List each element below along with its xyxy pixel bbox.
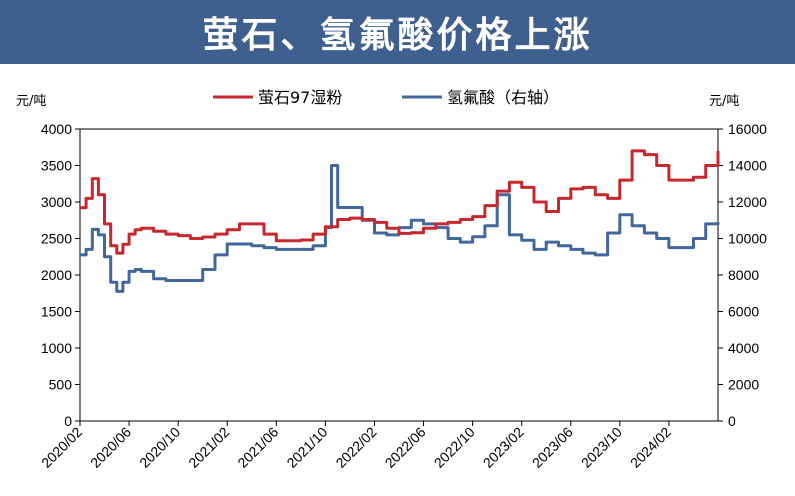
- y-right-tick-label: 16000: [728, 121, 767, 137]
- price-chart: 萤石97湿粉 氢氟酸（右轴） 元/吨 元/吨 4000 3500 3000 2500 2…: [16, 88, 767, 471]
- x-tick-label: 2020/02: [38, 424, 85, 471]
- x-tick-label: 2021/10: [283, 424, 330, 471]
- x-tick-label: 2020/10: [136, 424, 183, 471]
- page-title: 萤石、氢氟酸价格上涨: [202, 15, 593, 56]
- y-left-tick-label: 2500: [41, 231, 72, 247]
- y-right-tick-label: 6000: [728, 304, 759, 320]
- series-line-hf: [80, 164, 720, 293]
- right-axis-unit: 元/吨: [709, 94, 739, 109]
- x-tick-label: 2022/10: [431, 424, 478, 471]
- x-tick-label: 2024/02: [627, 424, 674, 471]
- y-left-tick-label: 0: [64, 413, 72, 429]
- plot-frame: [79, 128, 719, 422]
- y-right-tick-label: 0: [728, 413, 736, 429]
- y-left-tick-label: 4000: [41, 121, 72, 137]
- x-tick-label: 2021/06: [234, 424, 281, 471]
- x-tick-label: 2021/02: [185, 424, 232, 471]
- y-left-tick-label: 1500: [41, 304, 72, 320]
- legend: 萤石97湿粉 氢氟酸（右轴）: [213, 88, 559, 107]
- y-right-tick-label: 12000: [728, 194, 767, 210]
- x-tick-label: 2022/02: [332, 424, 379, 471]
- y-right-tick-label: 4000: [728, 340, 759, 356]
- series-lines: [80, 149, 720, 293]
- y-left-tick-label: 3500: [41, 158, 72, 174]
- x-tick-label: 2020/06: [87, 424, 134, 471]
- title-bar: 萤石、氢氟酸价格上涨: [0, 0, 795, 64]
- y-left-tick-label: 2000: [41, 267, 72, 283]
- x-tick-label: 2023/02: [480, 424, 527, 471]
- y-left-tick-label: 500: [49, 377, 73, 393]
- series-line-fluorite: [80, 149, 720, 255]
- y-right-tick-label: 14000: [728, 158, 767, 174]
- y-right-tick-label: 2000: [728, 377, 759, 393]
- x-tick-label: 2023/06: [529, 424, 576, 471]
- x-tick-label: 2022/06: [382, 424, 429, 471]
- y-left-tick-label: 3000: [41, 194, 72, 210]
- y-right-tick-label: 10000: [728, 231, 767, 247]
- x-tick-label: 2023/10: [578, 424, 625, 471]
- left-axis-unit: 元/吨: [16, 94, 46, 109]
- axes: 4000 3500 3000 2500 2000 1500 1000 500 0 16000 140…: [38, 121, 767, 471]
- legend-label-hf: 氢氟酸（右轴）: [447, 88, 559, 107]
- legend-label-fluorite: 萤石97湿粉: [258, 88, 342, 107]
- y-right-tick-label: 8000: [728, 267, 759, 283]
- y-left-tick-label: 1000: [41, 340, 72, 356]
